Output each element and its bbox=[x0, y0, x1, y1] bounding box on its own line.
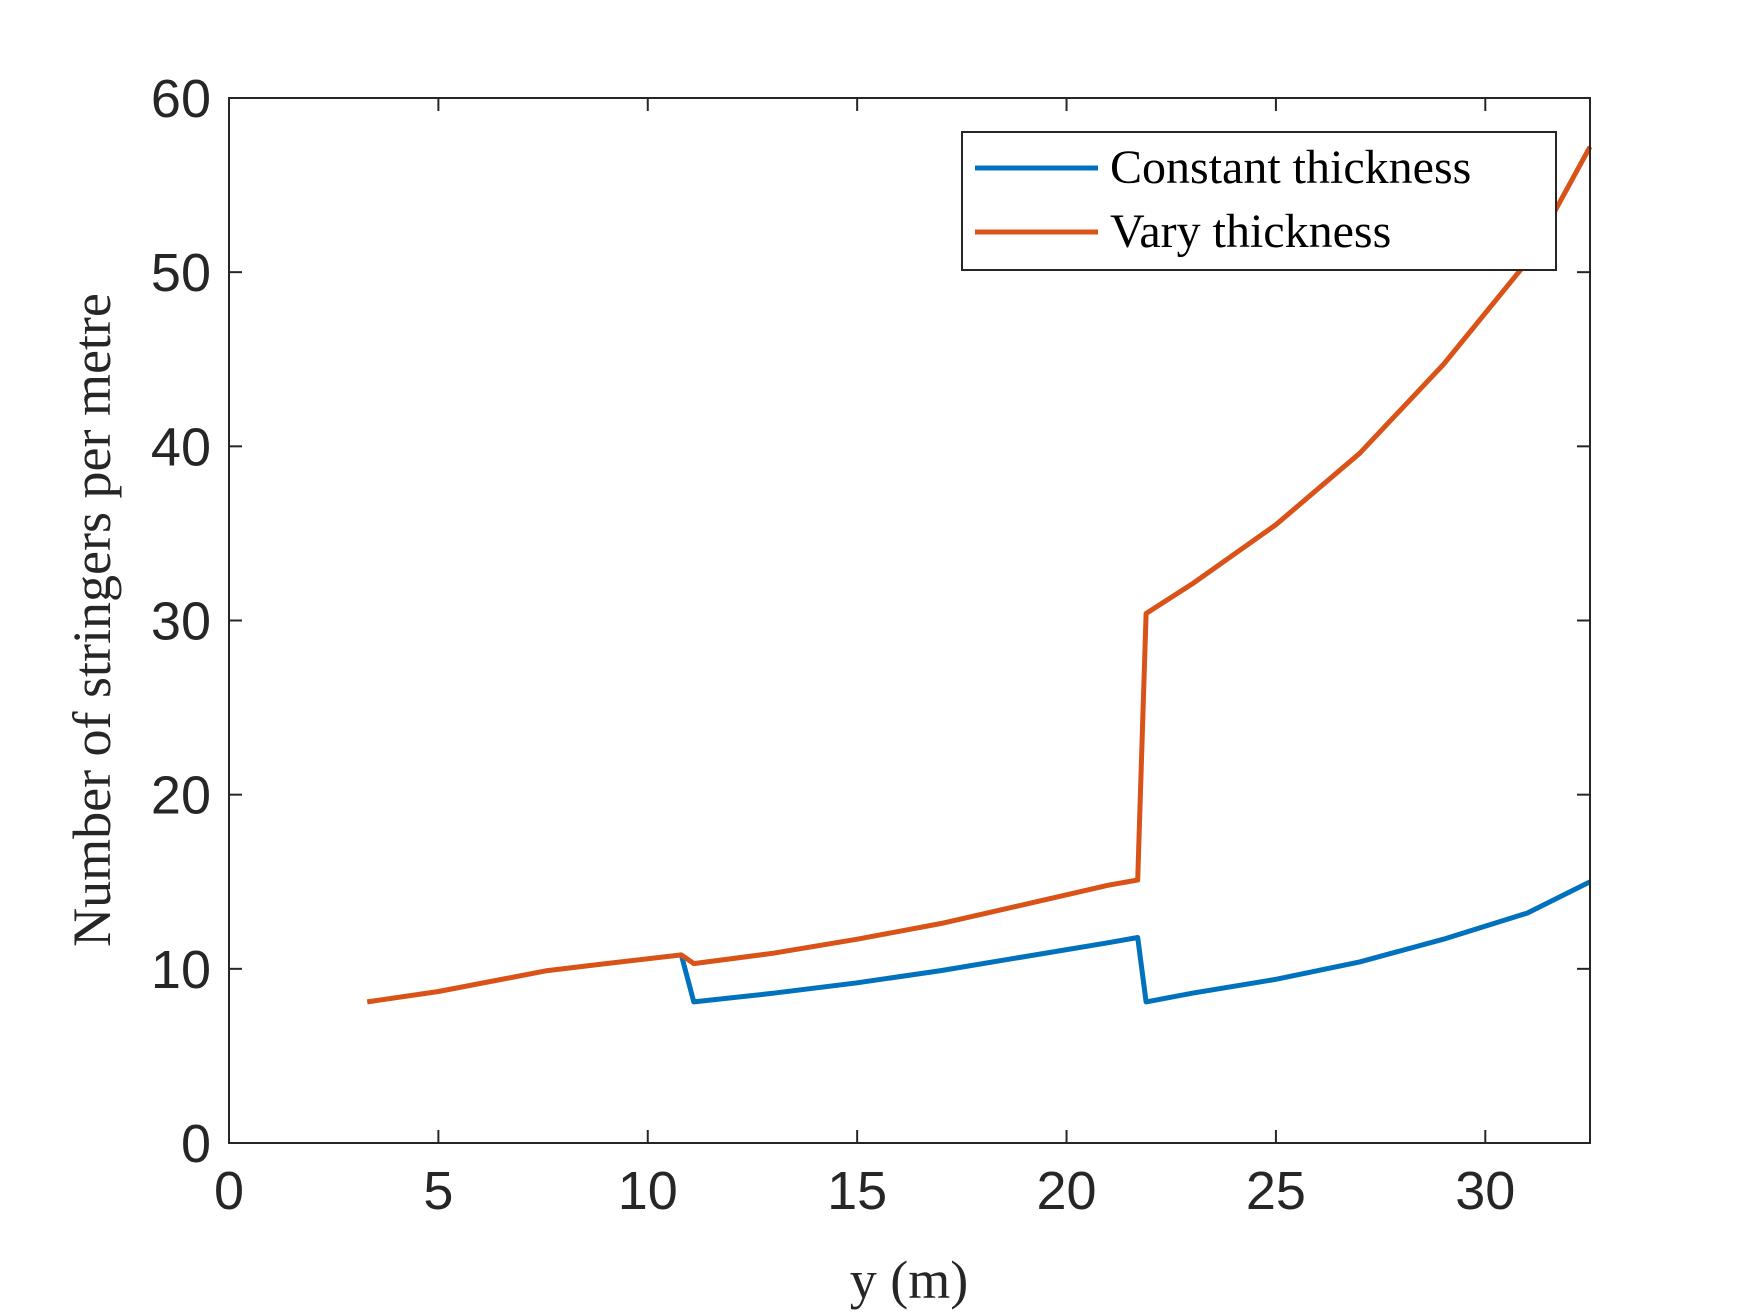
x-tick-label: 25 bbox=[1246, 1161, 1306, 1221]
x-tick-label: 0 bbox=[214, 1161, 244, 1221]
y-tick-label: 0 bbox=[181, 1114, 211, 1174]
series-line-vary-thickness bbox=[366, 145, 1593, 1005]
x-tick-labels: 0 5 10 15 20 25 30 bbox=[214, 1161, 1515, 1221]
y-axis-label: Number of stringers per metre bbox=[62, 293, 122, 947]
y-tick-label: 30 bbox=[151, 592, 211, 652]
series-layer bbox=[366, 145, 1593, 1005]
y-tick-labels: 0 10 20 30 40 50 60 bbox=[151, 69, 211, 1174]
legend-label-constant-thickness: Constant thickness bbox=[1110, 141, 1471, 194]
plot-background bbox=[229, 98, 1590, 1143]
y-tick-label: 10 bbox=[151, 940, 211, 1000]
x-tick-label: 10 bbox=[618, 1161, 678, 1221]
x-axis-label: y (m) bbox=[850, 1250, 968, 1310]
legend-box bbox=[961, 131, 1557, 271]
x-tick-label: 30 bbox=[1455, 1161, 1515, 1221]
y-tick-label: 60 bbox=[151, 69, 211, 129]
x-tick-label: 5 bbox=[423, 1161, 453, 1221]
x-tick-label: 15 bbox=[827, 1161, 887, 1221]
series-line-constant-thickness bbox=[678, 879, 1592, 1005]
y-tick-label: 20 bbox=[151, 766, 211, 826]
plot-frame bbox=[228, 97, 1591, 1144]
y-tick-label: 40 bbox=[151, 417, 211, 477]
x-tick-label: 20 bbox=[1036, 1161, 1096, 1221]
legend-label-vary-thickness: Vary thickness bbox=[1110, 205, 1391, 258]
y-tick-label: 50 bbox=[151, 243, 211, 303]
legend: Constant thickness Vary thickness bbox=[961, 131, 1557, 271]
